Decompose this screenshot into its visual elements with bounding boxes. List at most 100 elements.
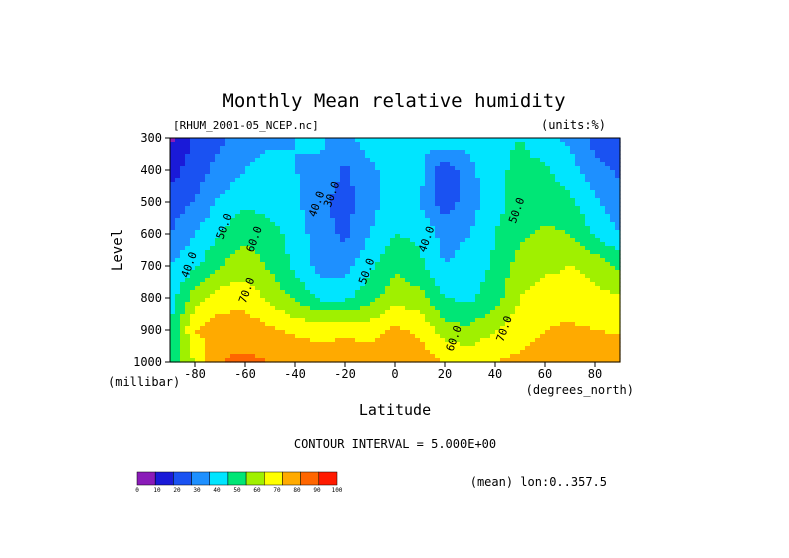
heatmap-cell: [350, 334, 356, 339]
heatmap-cell: [420, 298, 426, 303]
heatmap-cell: [475, 182, 481, 187]
heatmap-cell: [540, 162, 546, 167]
heatmap-cell: [580, 154, 586, 159]
units-label: (units:%): [541, 118, 606, 132]
heatmap-cell: [185, 234, 191, 239]
heatmap-cell: [250, 246, 256, 251]
heatmap-cell: [500, 314, 506, 319]
heatmap-cell: [190, 274, 196, 279]
heatmap-cell: [590, 174, 596, 179]
heatmap-cell: [490, 346, 496, 351]
heatmap-cell: [560, 318, 566, 323]
heatmap-cell: [235, 138, 241, 143]
heatmap-cell: [555, 186, 561, 191]
heatmap-cell: [370, 278, 376, 283]
heatmap-cell: [420, 262, 426, 267]
heatmap-cell: [295, 346, 301, 351]
heatmap-cell: [435, 310, 441, 315]
heatmap-cell: [460, 182, 466, 187]
heatmap-cell: [520, 158, 526, 163]
heatmap-cell: [540, 198, 546, 203]
heatmap-cell: [315, 230, 321, 235]
heatmap-cell: [415, 206, 421, 211]
heatmap-cell: [605, 218, 611, 223]
heatmap-cell: [535, 206, 541, 211]
heatmap-cell: [290, 258, 296, 263]
heatmap-cell: [200, 226, 206, 231]
heatmap-cell: [225, 286, 231, 291]
heatmap-cell: [500, 258, 506, 263]
heatmap-cell: [415, 234, 421, 239]
heatmap-cell: [345, 186, 351, 191]
heatmap-cell: [530, 142, 536, 147]
heatmap-cell: [305, 234, 311, 239]
heatmap-cell: [435, 250, 441, 255]
heatmap-cell: [260, 178, 266, 183]
heatmap-cell: [455, 206, 461, 211]
heatmap-cell: [305, 170, 311, 175]
heatmap-cell: [270, 314, 276, 319]
heatmap-cell: [520, 206, 526, 211]
heatmap-cell: [285, 246, 291, 251]
heatmap-cell: [345, 266, 351, 271]
heatmap-cell: [515, 142, 521, 147]
heatmap-cell: [315, 302, 321, 307]
heatmap-cell: [530, 258, 536, 263]
heatmap-cell: [520, 262, 526, 267]
heatmap-cell: [455, 210, 461, 215]
heatmap-cell: [415, 310, 421, 315]
heatmap-cell: [500, 202, 506, 207]
heatmap-cell: [575, 186, 581, 191]
heatmap-cell: [525, 190, 531, 195]
heatmap-cell: [240, 346, 246, 351]
heatmap-cell: [465, 150, 471, 155]
heatmap-cell: [595, 242, 601, 247]
heatmap-cell: [465, 338, 471, 343]
heatmap-cell: [265, 358, 271, 363]
heatmap-cell: [555, 142, 561, 147]
heatmap-cell: [555, 206, 561, 211]
heatmap-cell: [175, 294, 181, 299]
heatmap-cell: [220, 334, 226, 339]
heatmap-cell: [515, 258, 521, 263]
heatmap-cell: [205, 274, 211, 279]
heatmap-cell: [595, 142, 601, 147]
heatmap-cell: [600, 170, 606, 175]
heatmap-cell: [290, 210, 296, 215]
heatmap-cell: [555, 306, 561, 311]
heatmap-cell: [530, 354, 536, 359]
heatmap-cell: [220, 162, 226, 167]
heatmap-cell: [410, 318, 416, 323]
heatmap-cell: [480, 342, 486, 347]
heatmap-cell: [345, 262, 351, 267]
heatmap-cell: [410, 230, 416, 235]
heatmap-cell: [195, 342, 201, 347]
heatmap-cell: [285, 174, 291, 179]
heatmap-cell: [505, 206, 511, 211]
heatmap-cell: [250, 202, 256, 207]
heatmap-cell: [585, 270, 591, 275]
heatmap-cell: [290, 214, 296, 219]
heatmap-cell: [405, 230, 411, 235]
heatmap-cell: [185, 310, 191, 315]
heatmap-cell: [450, 182, 456, 187]
heatmap-cell: [210, 278, 216, 283]
heatmap-cell: [310, 310, 316, 315]
heatmap-cell: [260, 210, 266, 215]
heatmap-cell: [375, 190, 381, 195]
heatmap-cell: [480, 230, 486, 235]
heatmap-cell: [300, 170, 306, 175]
heatmap-cell: [230, 358, 236, 363]
heatmap-cell: [390, 162, 396, 167]
heatmap-cell: [335, 346, 341, 351]
heatmap-cell: [590, 306, 596, 311]
heatmap-cell: [380, 350, 386, 355]
heatmap-cell: [340, 182, 346, 187]
heatmap-cell: [215, 142, 221, 147]
heatmap-cell: [605, 258, 611, 263]
heatmap-cell: [395, 270, 401, 275]
heatmap-cell: [380, 254, 386, 259]
heatmap-cell: [270, 286, 276, 291]
heatmap-cell: [235, 170, 241, 175]
heatmap-cell: [520, 186, 526, 191]
